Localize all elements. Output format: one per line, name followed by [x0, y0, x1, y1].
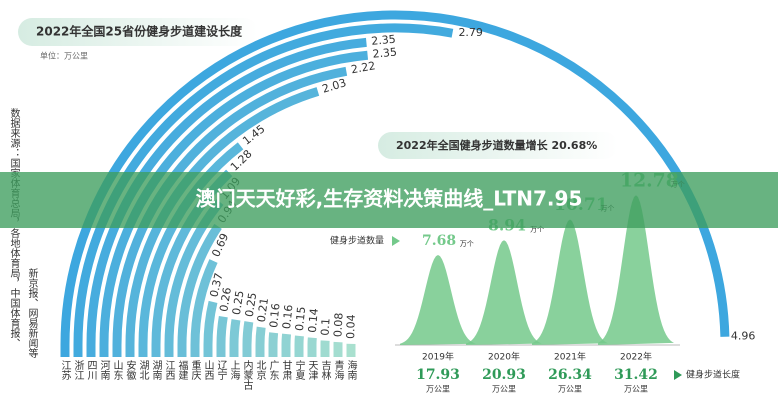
value-label: 2.22 [350, 59, 376, 76]
bell-area [466, 240, 542, 345]
value-label: 0.1 [318, 318, 332, 336]
year-label: 2021年 [554, 351, 586, 363]
banner-band [0, 172, 778, 228]
year-label: 2020年 [488, 351, 520, 363]
year-label: 2019年 [422, 351, 454, 363]
value-label: 0.16 [280, 304, 295, 330]
arc-bar [229, 319, 241, 357]
bell-area [532, 219, 608, 345]
category-label: 江西 [163, 360, 175, 380]
arc-bar [177, 223, 222, 357]
value-label: 0.14 [306, 308, 321, 334]
category-label: 辽宁 [215, 360, 227, 380]
category-label: 北京 [254, 360, 266, 381]
source-text: 新京报、网易新闻等 [26, 267, 38, 358]
arc-bar [73, 23, 454, 357]
chart-title: 2022年全国健身步道数量增长 20.68% [396, 138, 597, 152]
length-label: 26.34 [548, 367, 592, 383]
year-label: 2022年 [620, 351, 652, 363]
arc-bar [203, 300, 218, 357]
arc-bar [281, 333, 292, 357]
arc-bar [138, 142, 244, 357]
category-label: 四川 [85, 360, 97, 380]
arc-bar [190, 259, 218, 357]
arc-bar [112, 66, 348, 357]
category-label: 重庆 [189, 359, 201, 381]
count-unit: 万个 [530, 225, 544, 233]
value-label: 0.26 [217, 286, 234, 312]
value-label: 4.96 [731, 330, 756, 343]
category-label: 湖南 [150, 360, 162, 380]
arrow [674, 370, 682, 380]
category-label: 福建 [176, 359, 188, 380]
arc-bar [242, 321, 254, 357]
category-label: 天津 [306, 360, 318, 381]
value-label: 2.35 [371, 33, 397, 48]
arc-bar [255, 326, 266, 357]
length-unit: 万公里 [558, 385, 582, 394]
length-label: 17.93 [416, 367, 460, 383]
category-label: 海南 [345, 359, 357, 380]
category-label: 青海 [332, 359, 344, 381]
category-label: 河南 [98, 360, 110, 380]
value-label: 0.16 [267, 303, 282, 329]
length-label: 31.42 [614, 367, 658, 383]
category-label: 浙江 [72, 360, 84, 380]
value-label: 0.15 [293, 306, 308, 332]
banner-text: 澳门天天好彩,生存资料决策曲线_LTN7.95 [196, 187, 583, 211]
value-label: 0.25 [230, 290, 247, 316]
category-label: 内蒙古 [241, 359, 253, 391]
category-label: 吉林 [319, 360, 331, 381]
category-label: 江苏 [59, 360, 71, 381]
count-unit: 万个 [460, 240, 474, 248]
category-label: 宁夏 [293, 359, 305, 380]
arc-bar [86, 37, 367, 357]
series-label: 健身步道数量 [330, 235, 384, 247]
length-unit: 万公里 [492, 385, 516, 394]
category-label: 甘肃 [280, 359, 292, 381]
category-label: 山西 [202, 360, 214, 380]
arc-bar [99, 50, 369, 357]
bell-area [598, 195, 674, 345]
value-label: 2.79 [458, 26, 483, 39]
count-label: 7.68 [422, 233, 456, 249]
category-label: 安徽 [124, 359, 136, 381]
series-label: 健身步道长度 [686, 369, 740, 381]
title-pill [378, 132, 618, 159]
category-label: 湖北 [137, 360, 149, 380]
title-pill [18, 18, 258, 46]
value-label: 0.04 [344, 314, 358, 339]
arc-bar [268, 332, 279, 357]
category-label: 上海 [228, 360, 240, 381]
value-label: 0.21 [255, 297, 271, 323]
value-label: 2.35 [372, 46, 398, 61]
arc-bar [216, 315, 228, 357]
length-unit: 万公里 [426, 385, 450, 394]
length-unit: 万公里 [624, 385, 648, 394]
chart-title: 2022年全国25省份健身步道建设长度 [36, 24, 243, 39]
category-label: 山东 [111, 360, 123, 380]
category-label: 广东 [267, 360, 279, 380]
arrow [392, 236, 400, 247]
value-label: 0.37 [207, 272, 225, 299]
unit-label: 单位：万公里 [40, 51, 88, 61]
length-label: 20.93 [482, 367, 526, 383]
value-label: 0.08 [331, 312, 345, 337]
value-label: 0.25 [243, 292, 260, 318]
bell-area [400, 255, 476, 345]
